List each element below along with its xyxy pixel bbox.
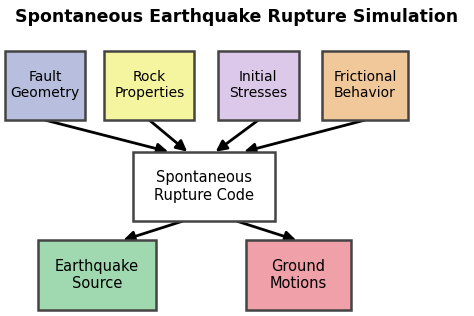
Text: Fault
Geometry: Fault Geometry [10, 70, 80, 100]
FancyBboxPatch shape [218, 51, 299, 120]
Text: Spontaneous
Rupture Code: Spontaneous Rupture Code [154, 170, 254, 203]
Text: Ground
Motions: Ground Motions [270, 259, 327, 291]
Text: Spontaneous Earthquake Rupture Simulation: Spontaneous Earthquake Rupture Simulatio… [16, 8, 458, 26]
Text: Rock
Properties: Rock Properties [114, 70, 184, 100]
FancyBboxPatch shape [133, 152, 275, 221]
Text: Frictional
Behavior: Frictional Behavior [333, 70, 397, 100]
FancyBboxPatch shape [5, 51, 85, 120]
FancyBboxPatch shape [322, 51, 408, 120]
Text: Earthquake
Source: Earthquake Source [55, 259, 139, 291]
FancyBboxPatch shape [246, 240, 351, 310]
FancyBboxPatch shape [104, 51, 194, 120]
FancyBboxPatch shape [38, 240, 156, 310]
Text: Initial
Stresses: Initial Stresses [229, 70, 287, 100]
